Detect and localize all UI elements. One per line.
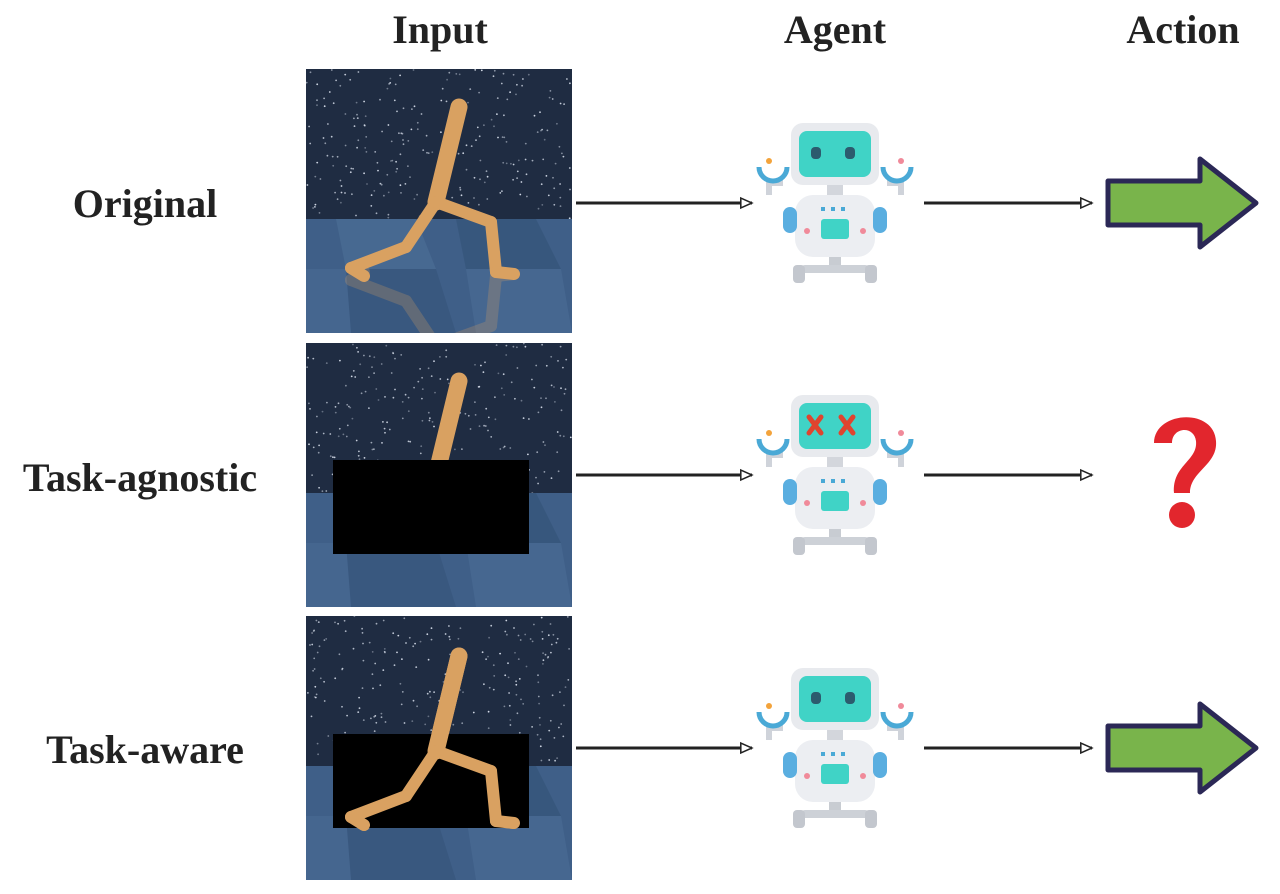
row-label-original: Original — [72, 181, 218, 226]
question-mark-icon — [1154, 417, 1217, 528]
header-agent: Agent — [783, 7, 887, 52]
header-input: Input — [392, 7, 488, 52]
robot-confused-icon — [756, 395, 914, 555]
row-label-task-aware: Task-aware — [46, 727, 244, 772]
robot-icon — [756, 123, 914, 283]
input-frame-task-aware — [306, 616, 572, 880]
input-frame-original — [306, 69, 572, 333]
robot-icon — [756, 668, 914, 828]
row-label-task-agnostic: Task-agnostic — [22, 455, 258, 500]
right-arrow-icon — [1100, 696, 1264, 800]
task-agnostic-occlusion — [333, 460, 529, 554]
actions — [1100, 151, 1264, 800]
connectors — [576, 203, 1092, 748]
header-action: Action — [1126, 7, 1240, 52]
right-arrow-icon — [1100, 151, 1264, 255]
robots — [756, 123, 914, 828]
